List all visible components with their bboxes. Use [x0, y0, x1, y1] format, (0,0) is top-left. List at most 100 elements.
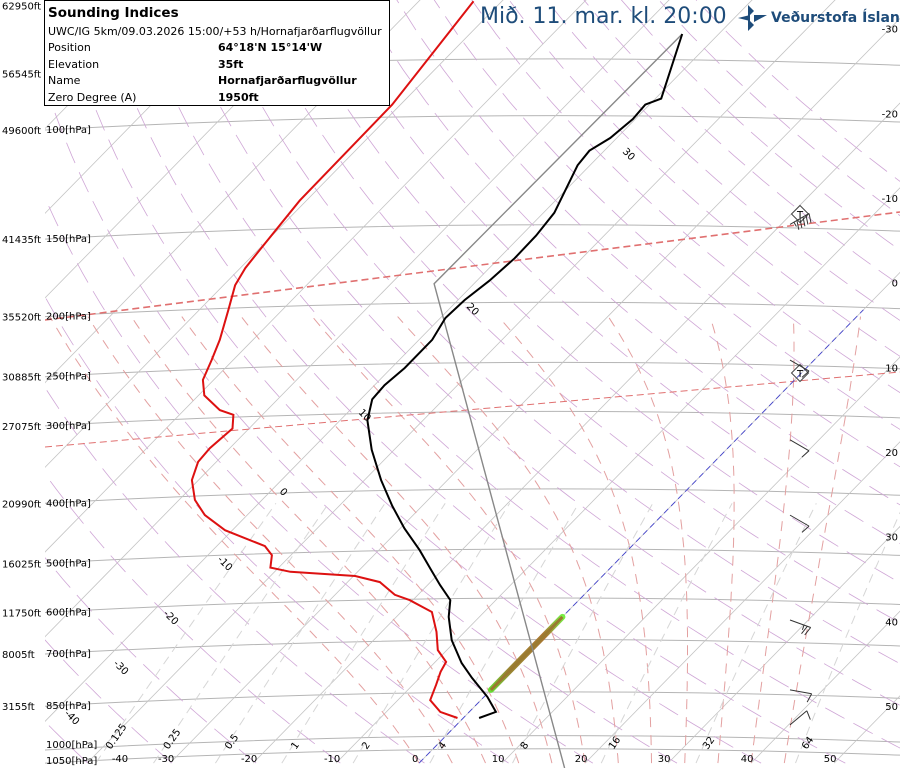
dry-adiabat-line [695, 0, 900, 182]
isotherm-bottom-label: 30 [658, 754, 671, 765]
icing-layer-core [489, 615, 564, 691]
wind-barb-feather [801, 525, 810, 533]
wind-barb-icon [789, 359, 810, 378]
isotherm-bottom-label: -30 [158, 754, 174, 765]
isotherm-line [667, 525, 900, 764]
wind-barb-staff [789, 359, 810, 372]
mixing-ratio-line [95, 503, 277, 764]
moist-adiabat-line [87, 316, 453, 764]
pressure-label: 200[hPa] [46, 312, 91, 323]
adiabat-label: -30 [111, 658, 130, 677]
tropopause-marker-letter: T [796, 369, 804, 380]
altitude-label: 30885ft [2, 373, 41, 384]
info-value: 64°18'N 15°14'W [218, 41, 323, 55]
dewpoint-curve [190, 0, 475, 719]
wind-barb-icon [789, 514, 810, 533]
altitude-label: 62950ft [2, 2, 41, 13]
isotherm-right-label: -20 [882, 109, 898, 120]
tropopause-marker-letter: T [796, 210, 804, 221]
mixing-ratio-line [695, 503, 817, 764]
isotherm-line [45, 0, 670, 638]
isotherm-bottom-label: 40 [741, 754, 754, 765]
mixing-ratio-label: 32 [701, 735, 717, 752]
parcel-curve [433, 33, 683, 768]
pressure-label: 700[hPa] [46, 649, 91, 660]
logo-text: Veðurstofa Íslands [771, 10, 900, 26]
isotherm-bottom-label: 0 [412, 754, 418, 765]
mixing-ratio-line [600, 503, 733, 764]
isotherm-bottom-label: -40 [112, 754, 128, 765]
isotherm-line [169, 17, 900, 764]
mixing-ratio-label: 8 [519, 740, 532, 752]
isotherm-right-label: 40 [885, 617, 898, 628]
mixing-ratio-label: 64 [800, 735, 816, 752]
wind-barb-icon [789, 439, 810, 458]
pressure-label: 300[hPa] [46, 421, 91, 432]
info-row-zero-degree: Zero Degree (A) 1950ft [48, 89, 386, 106]
isotherm-line [501, 356, 900, 764]
mixing-ratio-label: 2 [360, 740, 373, 752]
wind-barb-feather [805, 215, 809, 225]
mixing-ratio-label: 0.5 [223, 732, 241, 751]
mixing-ratio-line [512, 503, 654, 764]
wind-barb-feather [806, 693, 813, 703]
isobar-line [45, 488, 900, 504]
moist-adiabat-line [607, 316, 688, 764]
wind-barb-feather [801, 625, 808, 635]
isobar-line [45, 639, 900, 655]
isobar-line [45, 115, 900, 131]
dry-adiabat-line [508, 0, 900, 357]
moist-adiabat-line [311, 316, 586, 764]
dry-adiabat-line [209, 0, 900, 665]
mixing-ratio-label: 1 [289, 740, 302, 752]
isobar-line [45, 548, 900, 564]
wind-barb-half-feather [801, 624, 805, 630]
mixing-ratio-label: 4 [437, 740, 450, 752]
isobar-line [45, 361, 900, 378]
isotherm-right-label: 20 [885, 448, 898, 459]
adiabat-label: 30 [620, 146, 637, 163]
dry-adiabat-line [45, 295, 509, 764]
isotherm-bottom-label: -10 [324, 754, 340, 765]
mixing-ratio-line [214, 503, 386, 764]
pressure-label: 500[hPa] [46, 558, 91, 569]
dry-adiabat-line [433, 0, 900, 430]
wind-barb-icon [789, 619, 812, 636]
forecast-time-title: Mið. 11. mar. kl. 20:00 [480, 4, 727, 29]
pressure-label: 150[hPa] [46, 234, 91, 245]
wind-barb-feather [801, 450, 810, 458]
altitude-label: 49600ft [2, 126, 41, 137]
dry-adiabat-line [45, 196, 594, 764]
isotherm-bottom-label: 50 [824, 754, 837, 765]
info-row-name: Name Hornafjarðarflugvöllur [48, 73, 386, 90]
wind-barb-staff [789, 439, 810, 452]
vedurstofa-logo: Veðurstofa Íslands [738, 5, 900, 31]
info-label: Zero Degree (A) [48, 90, 137, 104]
wind-barb-staff [789, 689, 812, 695]
info-row-elevation: Elevation 35ft [48, 56, 386, 73]
info-value: Hornafjarðarflugvöllur [218, 74, 357, 88]
isotherm-line [252, 102, 900, 764]
info-value: 1950ft [218, 90, 259, 104]
moist-adiabat-line [709, 316, 735, 764]
dry-adiabat-line [45, 473, 341, 764]
mixing-ratio-line [429, 503, 580, 764]
altitude-label: 16025ft [2, 559, 41, 570]
dry-adiabat-line [583, 0, 900, 286]
mixing-ratio-label: 0.25 [162, 727, 184, 752]
mixing-ratio-line [352, 503, 511, 764]
isotherm-bottom-label: 10 [492, 754, 505, 765]
wind-barb-feather [808, 213, 812, 223]
isobar-line [45, 597, 900, 613]
isotherm-line [45, 0, 587, 553]
dry-adiabat-line [45, 82, 678, 764]
dry-adiabat-line [97, 0, 846, 764]
info-title: Sounding Indices [48, 5, 179, 21]
pressure-label: 100[hPa] [46, 125, 91, 136]
dry-adiabat-line [321, 0, 900, 544]
altitude-label: 8005ft [2, 650, 35, 661]
moist-adiabat-line [240, 316, 553, 764]
wind-barb-feather [801, 370, 810, 378]
wind-barb-icon [789, 212, 812, 230]
